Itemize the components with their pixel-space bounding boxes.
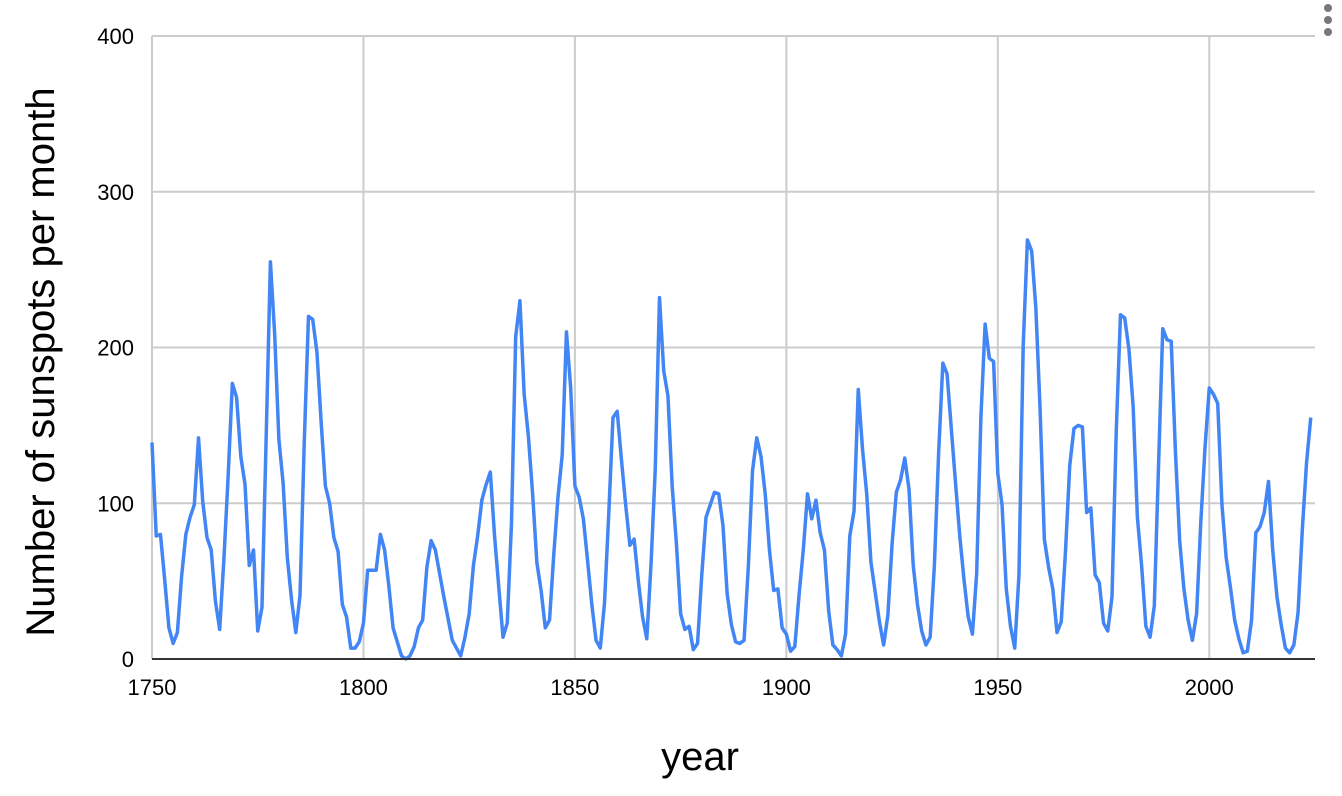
menu-dot bbox=[1324, 16, 1332, 24]
y-tick-label: 200 bbox=[97, 336, 134, 361]
y-tick-label: 300 bbox=[97, 180, 134, 205]
y-tick-label: 400 bbox=[97, 24, 134, 49]
x-tick-label: 1900 bbox=[762, 675, 811, 700]
data-line bbox=[150, 238, 1313, 661]
y-tick-label: 0 bbox=[122, 647, 134, 672]
x-tick-label: 1850 bbox=[550, 675, 599, 700]
x-tick-label: 2000 bbox=[1185, 675, 1234, 700]
x-axis-title: year bbox=[661, 735, 739, 779]
y-tick-label: 100 bbox=[97, 491, 134, 516]
menu-dot bbox=[1324, 4, 1332, 12]
menu-icon[interactable] bbox=[1324, 4, 1332, 36]
x-tick-label: 1750 bbox=[128, 675, 177, 700]
menu-dot bbox=[1324, 28, 1332, 36]
y-axis-title: Number of sunspots per month bbox=[19, 87, 63, 636]
x-tick-label: 1950 bbox=[973, 675, 1022, 700]
x-tick-label: 1800 bbox=[339, 675, 388, 700]
